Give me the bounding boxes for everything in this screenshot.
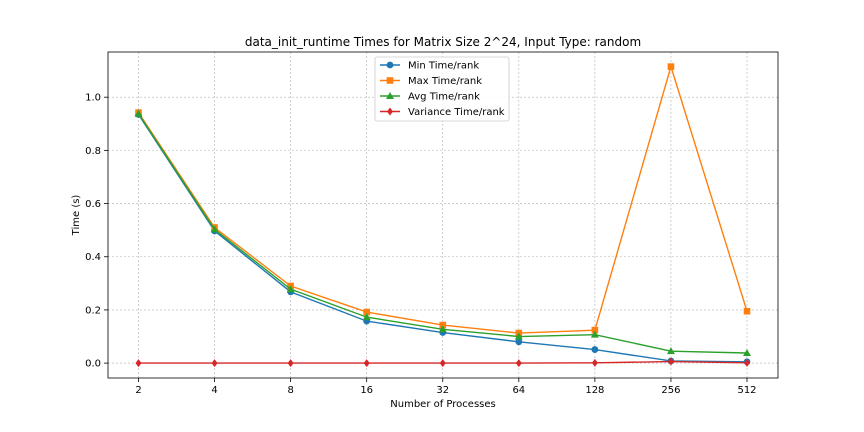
x-tick-label: 128	[585, 385, 604, 396]
y-tick-label: 0.6	[85, 199, 101, 210]
data-point	[591, 346, 598, 353]
x-tick-label: 16	[360, 385, 373, 396]
legend-marker	[387, 77, 394, 84]
x-tick-label: 2	[135, 385, 141, 396]
y-tick-label: 0.0	[85, 359, 101, 370]
x-tick-label: 32	[436, 385, 449, 396]
x-tick-label: 64	[512, 385, 525, 396]
x-tick-label: 256	[661, 385, 680, 396]
y-tick-label: 0.4	[85, 252, 101, 263]
data-point	[592, 359, 598, 367]
y-tick-label: 0.2	[85, 305, 101, 316]
data-point	[744, 308, 751, 315]
legend-label: Avg Time/rank	[408, 92, 480, 103]
legend: Min Time/rank Max Time/rank Avg Time/rank V…	[375, 57, 509, 121]
legend-marker	[387, 62, 394, 69]
legend-label: Max Time/rank	[408, 76, 482, 87]
x-axis-label: Number of Processes	[390, 399, 495, 410]
data-point	[136, 359, 142, 367]
data-point	[516, 359, 522, 367]
data-point	[212, 359, 218, 367]
data-point	[288, 359, 294, 367]
y-tick-label: 1.0	[85, 93, 101, 104]
x-tick-label: 4	[211, 385, 217, 396]
y-axis-label: Time (s)	[71, 195, 82, 237]
chart-title: data_init_runtime Times for Matrix Size …	[245, 35, 641, 49]
data-point	[364, 359, 370, 367]
legend-label: Min Time/rank	[408, 61, 479, 72]
data-point	[440, 359, 446, 367]
data-point	[668, 63, 675, 70]
legend-label: Variance Time/rank	[408, 107, 505, 118]
x-tick-label: 8	[287, 385, 293, 396]
y-tick-label: 0.8	[85, 146, 101, 157]
x-tick-label: 512	[737, 385, 756, 396]
axis-ticks: 2 4 8 16 32 64 128 256 512 0.0 0.2 0.4 0.6 0.8 1.0	[85, 93, 756, 396]
